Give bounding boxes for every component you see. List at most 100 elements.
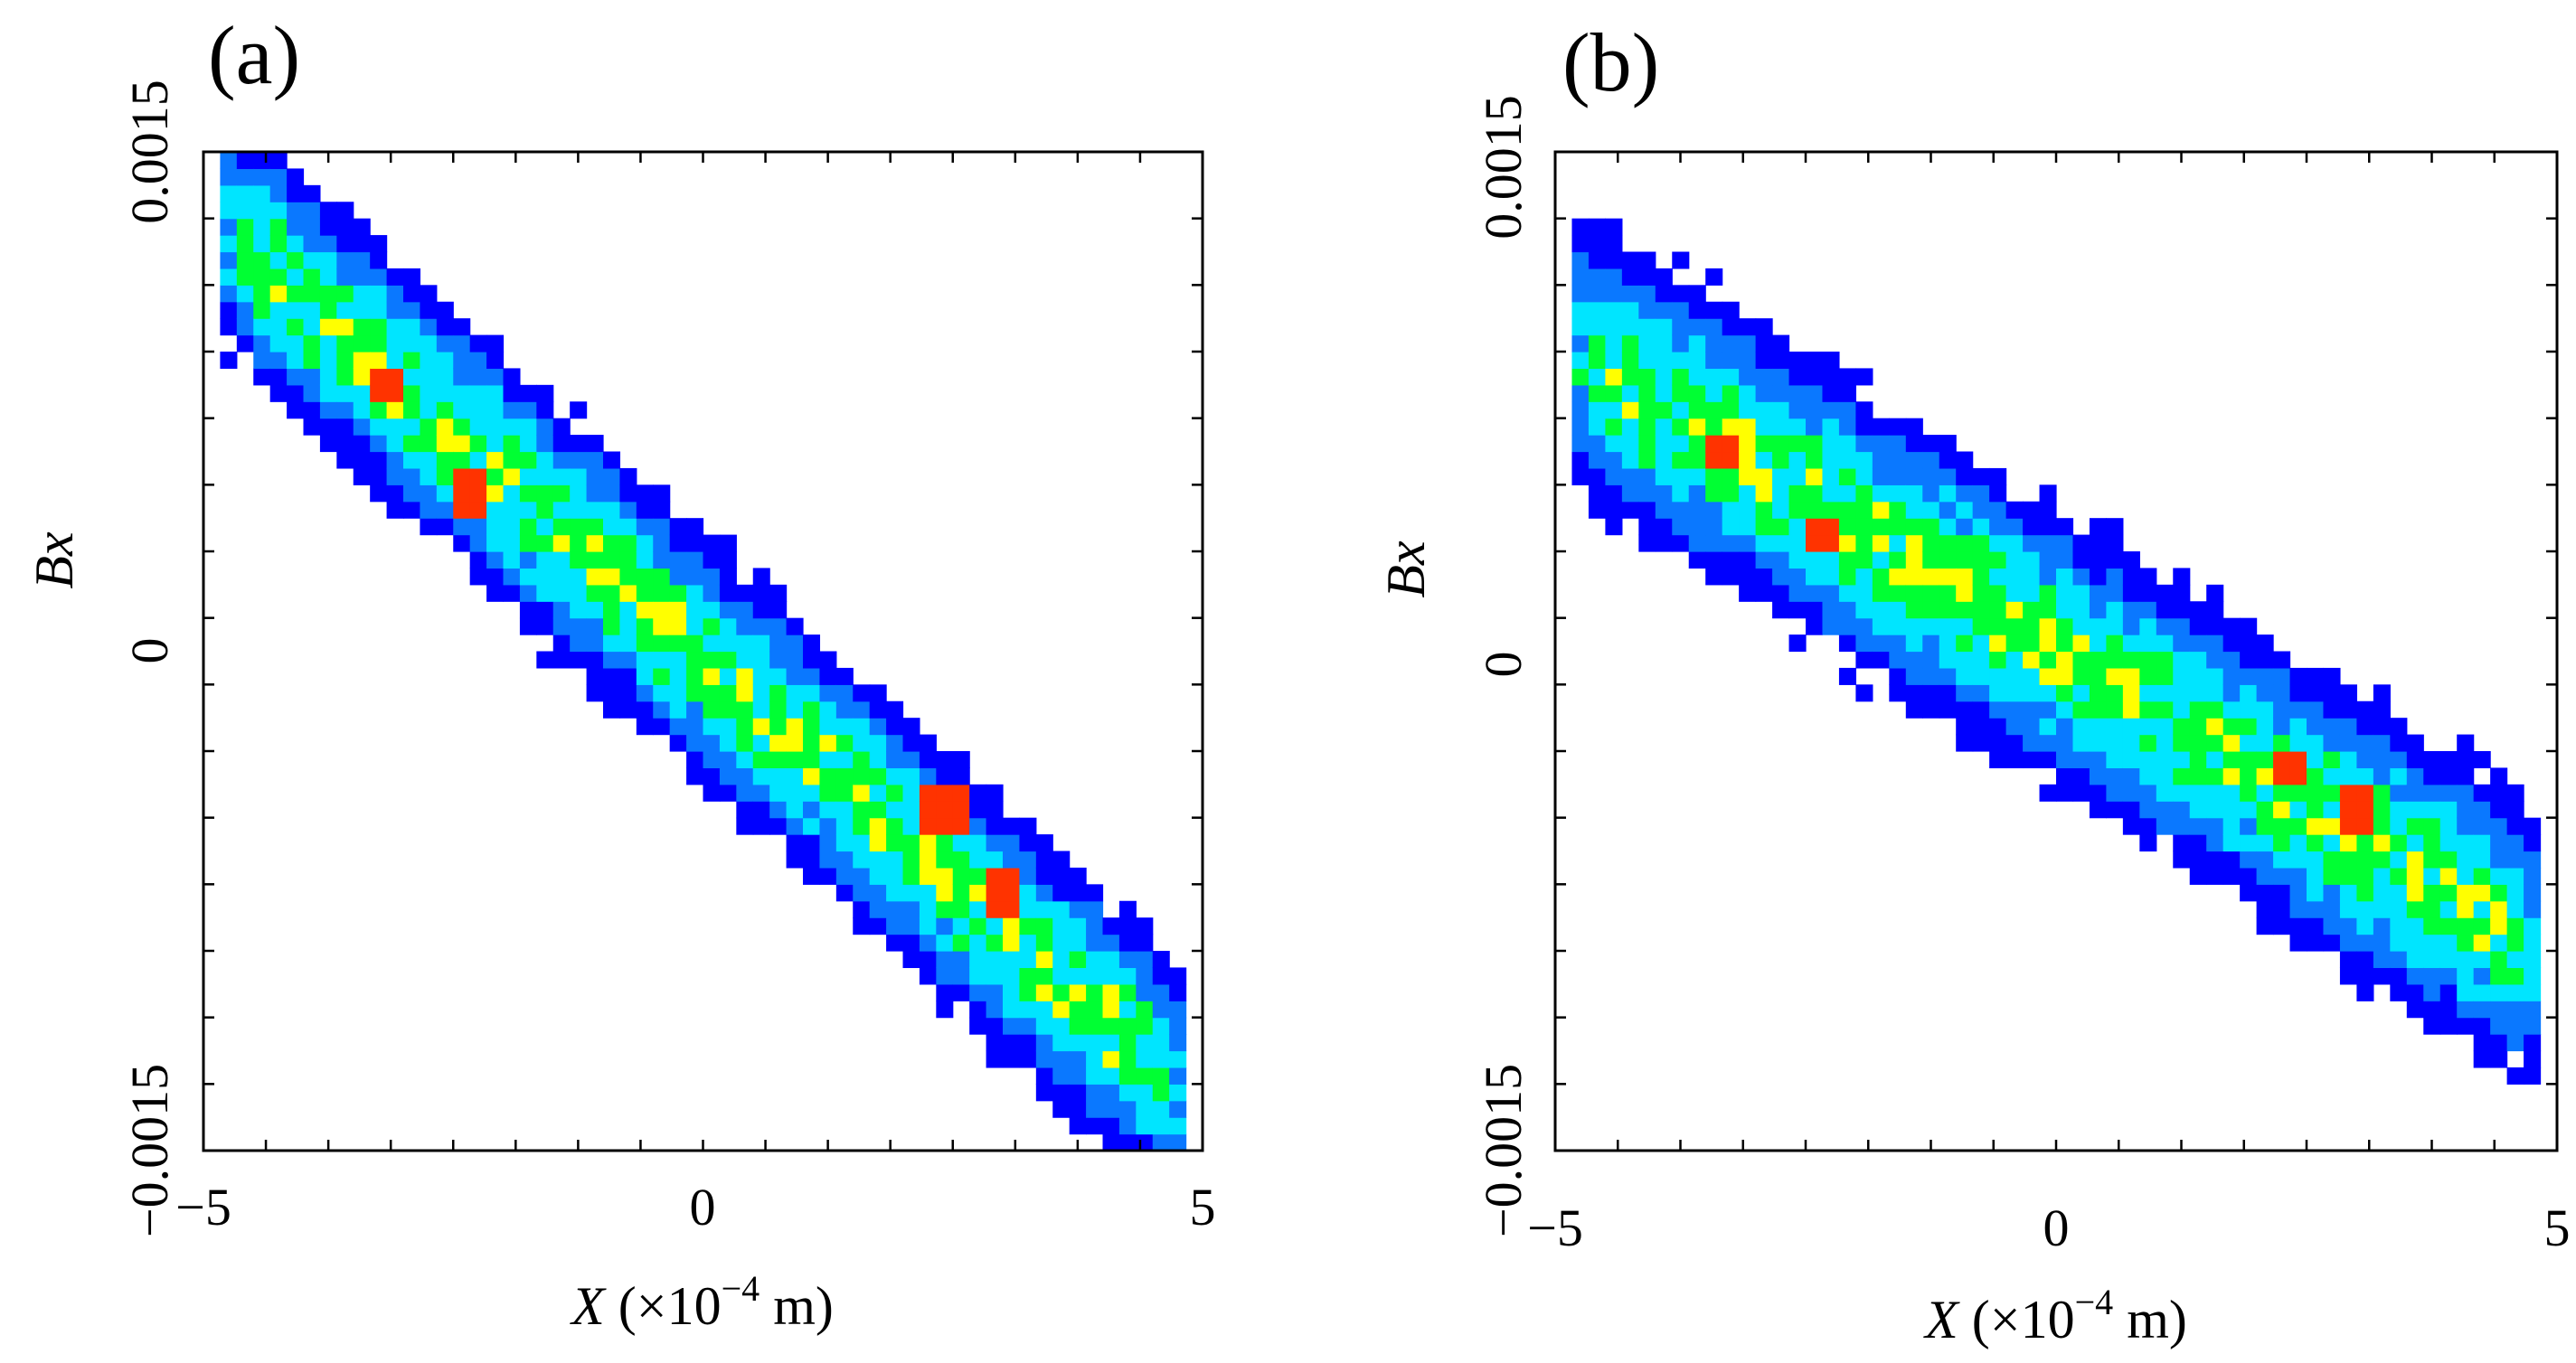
heatmap-cell — [719, 584, 737, 602]
heatmap-cell — [2406, 751, 2424, 769]
heatmap-cell — [1806, 534, 1824, 552]
heatmap-cell — [669, 651, 687, 669]
heatmap-cell — [2373, 900, 2391, 918]
heatmap-cell — [2373, 784, 2391, 802]
heatmap-cell — [786, 684, 804, 702]
heatmap-cell — [370, 368, 388, 386]
heatmap-cell — [303, 301, 321, 319]
heatmap-cell — [220, 235, 238, 253]
heatmap-cell — [486, 368, 505, 386]
heatmap-cell — [1722, 418, 1740, 436]
heatmap-cell — [2023, 551, 2041, 569]
heatmap-cell — [519, 601, 537, 619]
heatmap-cell — [736, 751, 754, 769]
heatmap-cell — [519, 467, 537, 485]
heatmap-cell — [703, 700, 721, 719]
heatmap-cell — [1922, 484, 1940, 503]
heatmap-cell — [552, 601, 571, 619]
heatmap-cell — [2222, 817, 2241, 835]
heatmap-cell — [2289, 851, 2307, 869]
heatmap-cell — [1989, 734, 2007, 752]
heatmap-cell — [2439, 1001, 2458, 1019]
heatmap-cell — [2189, 651, 2207, 669]
heatmap-cell — [2289, 884, 2307, 902]
heatmap-cell — [2189, 801, 2207, 819]
heatmap-cell — [303, 352, 321, 370]
heatmap-cell — [619, 484, 637, 503]
heatmap-cell — [1605, 501, 1623, 519]
heatmap-cell — [420, 418, 438, 436]
heatmap-cell — [1655, 334, 1673, 352]
heatmap-cell — [2373, 951, 2391, 969]
x-axis-unit-suffix-b: m) — [2113, 1290, 2187, 1349]
heatmap-cell — [653, 718, 671, 736]
heatmap-cell — [2240, 634, 2258, 653]
heatmap-cell — [2390, 784, 2408, 802]
heatmap-cell — [2056, 617, 2074, 635]
heatmap-cell — [752, 801, 770, 819]
heatmap-cell — [1605, 518, 1623, 536]
heatmap-cell — [1972, 601, 1990, 619]
heatmap-cell — [1956, 667, 1974, 685]
heatmap-cell — [1855, 601, 1873, 619]
heatmap-cell — [1069, 867, 1087, 885]
heatmap-cell — [669, 617, 687, 635]
heatmap-cell — [319, 318, 337, 336]
heatmap-cell — [719, 534, 737, 552]
heatmap-cell — [803, 834, 821, 852]
heatmap-cell — [1989, 584, 2007, 602]
heatmap-cell — [1621, 484, 1639, 503]
heatmap-cell — [536, 451, 554, 469]
heatmap-cell — [1621, 318, 1639, 336]
heatmap-cell — [686, 617, 704, 635]
heatmap-cell — [936, 851, 954, 869]
heatmap-cell — [2289, 767, 2307, 785]
heatmap-cell — [353, 235, 371, 253]
heatmap-cell — [835, 834, 854, 852]
heatmap-cell — [752, 568, 770, 586]
heatmap-cell — [869, 900, 887, 918]
heatmap-cell — [869, 851, 887, 869]
heatmap-cell — [1838, 584, 1856, 602]
heatmap-cell — [1102, 1001, 1120, 1019]
heatmap-cell — [835, 784, 854, 802]
heatmap-cell — [952, 900, 970, 918]
heatmap-cell — [353, 285, 371, 303]
heatmap-cell — [719, 651, 737, 669]
heatmap-cell — [1855, 518, 1873, 536]
heatmap-cell — [1722, 334, 1740, 352]
heatmap-cell — [2506, 1001, 2524, 1019]
heatmap-cell — [2356, 900, 2374, 918]
heatmap-cell — [420, 518, 438, 536]
heatmap-cell — [669, 601, 687, 619]
heatmap-cell — [919, 767, 937, 785]
heatmap-cell — [1069, 884, 1087, 902]
heatmap-cell — [2139, 801, 2157, 819]
heatmap-cell — [1722, 501, 1740, 519]
heatmap-cell — [2307, 817, 2325, 835]
heatmap-cell — [2206, 867, 2224, 885]
heatmap-cell — [669, 568, 687, 586]
heatmap-cell — [2339, 884, 2357, 902]
heatmap-cell — [2122, 634, 2140, 653]
heatmap-cell — [1102, 934, 1120, 952]
heatmap-cell — [2156, 617, 2174, 635]
heatmap-cell — [2056, 551, 2074, 569]
heatmap-cell — [2457, 884, 2475, 902]
heatmap-cell — [969, 834, 987, 852]
heatmap-cell — [1638, 435, 1656, 453]
heatmap-cell — [1705, 467, 1723, 485]
heatmap-cell — [1939, 501, 1957, 519]
heatmap-cell — [2356, 801, 2374, 819]
heatmap-cell — [1605, 251, 1623, 269]
heatmap-cell — [2039, 784, 2057, 802]
heatmap-cell — [287, 184, 305, 202]
heatmap-cell — [1052, 1067, 1071, 1085]
heatmap-cell — [2289, 934, 2307, 952]
heatmap-cell — [986, 951, 1004, 969]
heatmap-cell — [2439, 834, 2458, 852]
heatmap-cell — [503, 368, 521, 386]
heatmap-cell — [669, 718, 687, 736]
heatmap-cell — [1956, 617, 1974, 635]
heatmap-cell — [436, 451, 454, 469]
